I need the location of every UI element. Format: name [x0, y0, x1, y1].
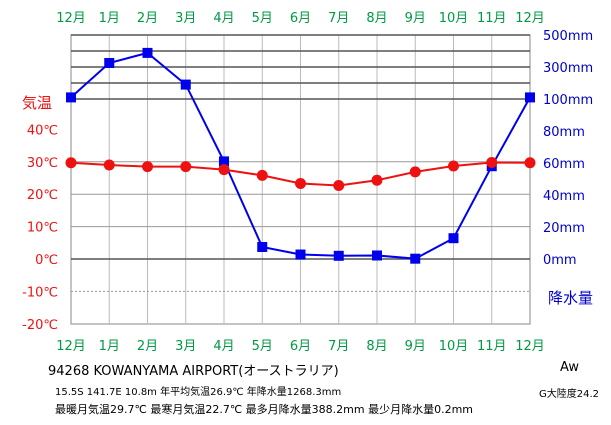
temp-tick-label: -10℃ — [22, 285, 58, 300]
temp-tick-label: 20℃ — [27, 188, 58, 203]
precip-tick-label: 60mm — [543, 157, 585, 172]
temp-tick-label: -20℃ — [22, 318, 58, 333]
precipitation-axis: 500mm 300mm 100mm 80mm 60mm 40mm 20mm 0mm — [543, 29, 593, 268]
temp-tick-label: 30℃ — [27, 156, 58, 171]
month-label: 9月 — [405, 11, 426, 26]
month-label: 7月 — [328, 339, 349, 354]
month-label: 11月 — [477, 11, 507, 26]
temperature-point — [371, 174, 383, 186]
month-label: 9月 — [405, 339, 426, 354]
precipitation-point — [333, 250, 344, 261]
precipitation-point — [219, 156, 229, 167]
station-extremes: 最暖月気温29.7℃ 最寒月気温22.7℃ 最多月降水量388.2mm 最少月降… — [55, 403, 474, 416]
month-labels-top: 12月 1月 2月 3月 4月 5月 6月 7月 8月 9月 10月 11月 12月 — [56, 11, 545, 26]
precipitation-point — [410, 253, 421, 264]
precipitation-axis-title: 降水量 — [548, 289, 593, 307]
month-label: 12月 — [56, 339, 86, 354]
temperature-point — [448, 160, 459, 172]
month-label: 12月 — [56, 11, 86, 26]
precip-tick-label: 100mm — [543, 93, 593, 108]
precipitation-point — [525, 92, 535, 103]
precip-tick-label: 300mm — [543, 61, 593, 76]
precipitation-point — [257, 242, 268, 252]
precipitation-point — [66, 92, 76, 103]
temp-tick-label: 10℃ — [27, 221, 58, 236]
temperature-point — [103, 159, 115, 171]
temperature-point — [333, 179, 345, 191]
month-label: 3月 — [175, 11, 196, 26]
month-label: 10月 — [439, 11, 469, 26]
month-label: 8月 — [366, 339, 387, 354]
month-label: 2月 — [137, 339, 158, 354]
month-label: 6月 — [290, 11, 311, 26]
station-title: 94268 KOWANYAMA AIRPORT(オーストラリア) — [48, 364, 339, 379]
temperature-point — [295, 178, 306, 190]
temperature-axis: 40℃ 30℃ 20℃ 10℃ 0℃ -10℃ -20℃ — [22, 123, 58, 332]
precipitation-point — [448, 233, 459, 244]
month-label: 11月 — [477, 339, 507, 354]
temperature-point — [180, 161, 192, 173]
temperature-point — [218, 164, 230, 176]
temperature-point — [256, 169, 268, 181]
month-label: 10月 — [439, 339, 469, 354]
temperature-point — [65, 157, 77, 169]
precipitation-point — [295, 249, 306, 260]
month-label: 3月 — [175, 339, 196, 354]
precipitation-point — [180, 79, 191, 90]
precipitation-point — [372, 250, 382, 261]
month-label: 6月 — [290, 339, 311, 354]
continentality-index: G大陸度24.2 — [539, 389, 600, 400]
month-label: 12月 — [515, 339, 545, 354]
temperature-point — [142, 161, 153, 173]
temperature-point — [524, 157, 536, 169]
month-label: 4月 — [213, 339, 234, 354]
month-label: 4月 — [213, 11, 234, 26]
precip-tick-label: 0mm — [543, 253, 577, 268]
month-label: 5月 — [252, 339, 273, 354]
temp-tick-label: 40℃ — [27, 123, 58, 138]
precip-tick-label: 80mm — [543, 125, 585, 140]
month-label: 12月 — [515, 11, 545, 26]
precipitation-point — [142, 47, 153, 58]
month-label: 1月 — [99, 339, 120, 354]
month-label: 1月 — [99, 11, 120, 26]
station-location: 15.5S 141.7E 10.8m 年平均気温26.9℃ 年降水量1268.3… — [55, 387, 342, 398]
month-label: 5月 — [252, 11, 273, 26]
month-label: 7月 — [328, 11, 349, 26]
month-labels-bottom: 12月 1月 2月 3月 4月 5月 6月 7月 8月 9月 10月 11月 12月 — [56, 339, 545, 354]
chart-series — [65, 47, 536, 264]
precip-tick-label: 20mm — [543, 221, 585, 236]
temperature-axis-title: 気温 — [22, 94, 52, 112]
temperature-point — [486, 156, 498, 168]
precip-tick-label: 500mm — [543, 29, 593, 44]
precipitation-point — [104, 58, 115, 68]
temperature-point — [409, 166, 421, 178]
temp-tick-label: 0℃ — [35, 253, 58, 268]
month-label: 2月 — [137, 11, 158, 26]
precip-tick-label: 40mm — [543, 189, 585, 204]
month-label: 8月 — [366, 11, 387, 26]
climate-code: Aw — [560, 360, 579, 375]
